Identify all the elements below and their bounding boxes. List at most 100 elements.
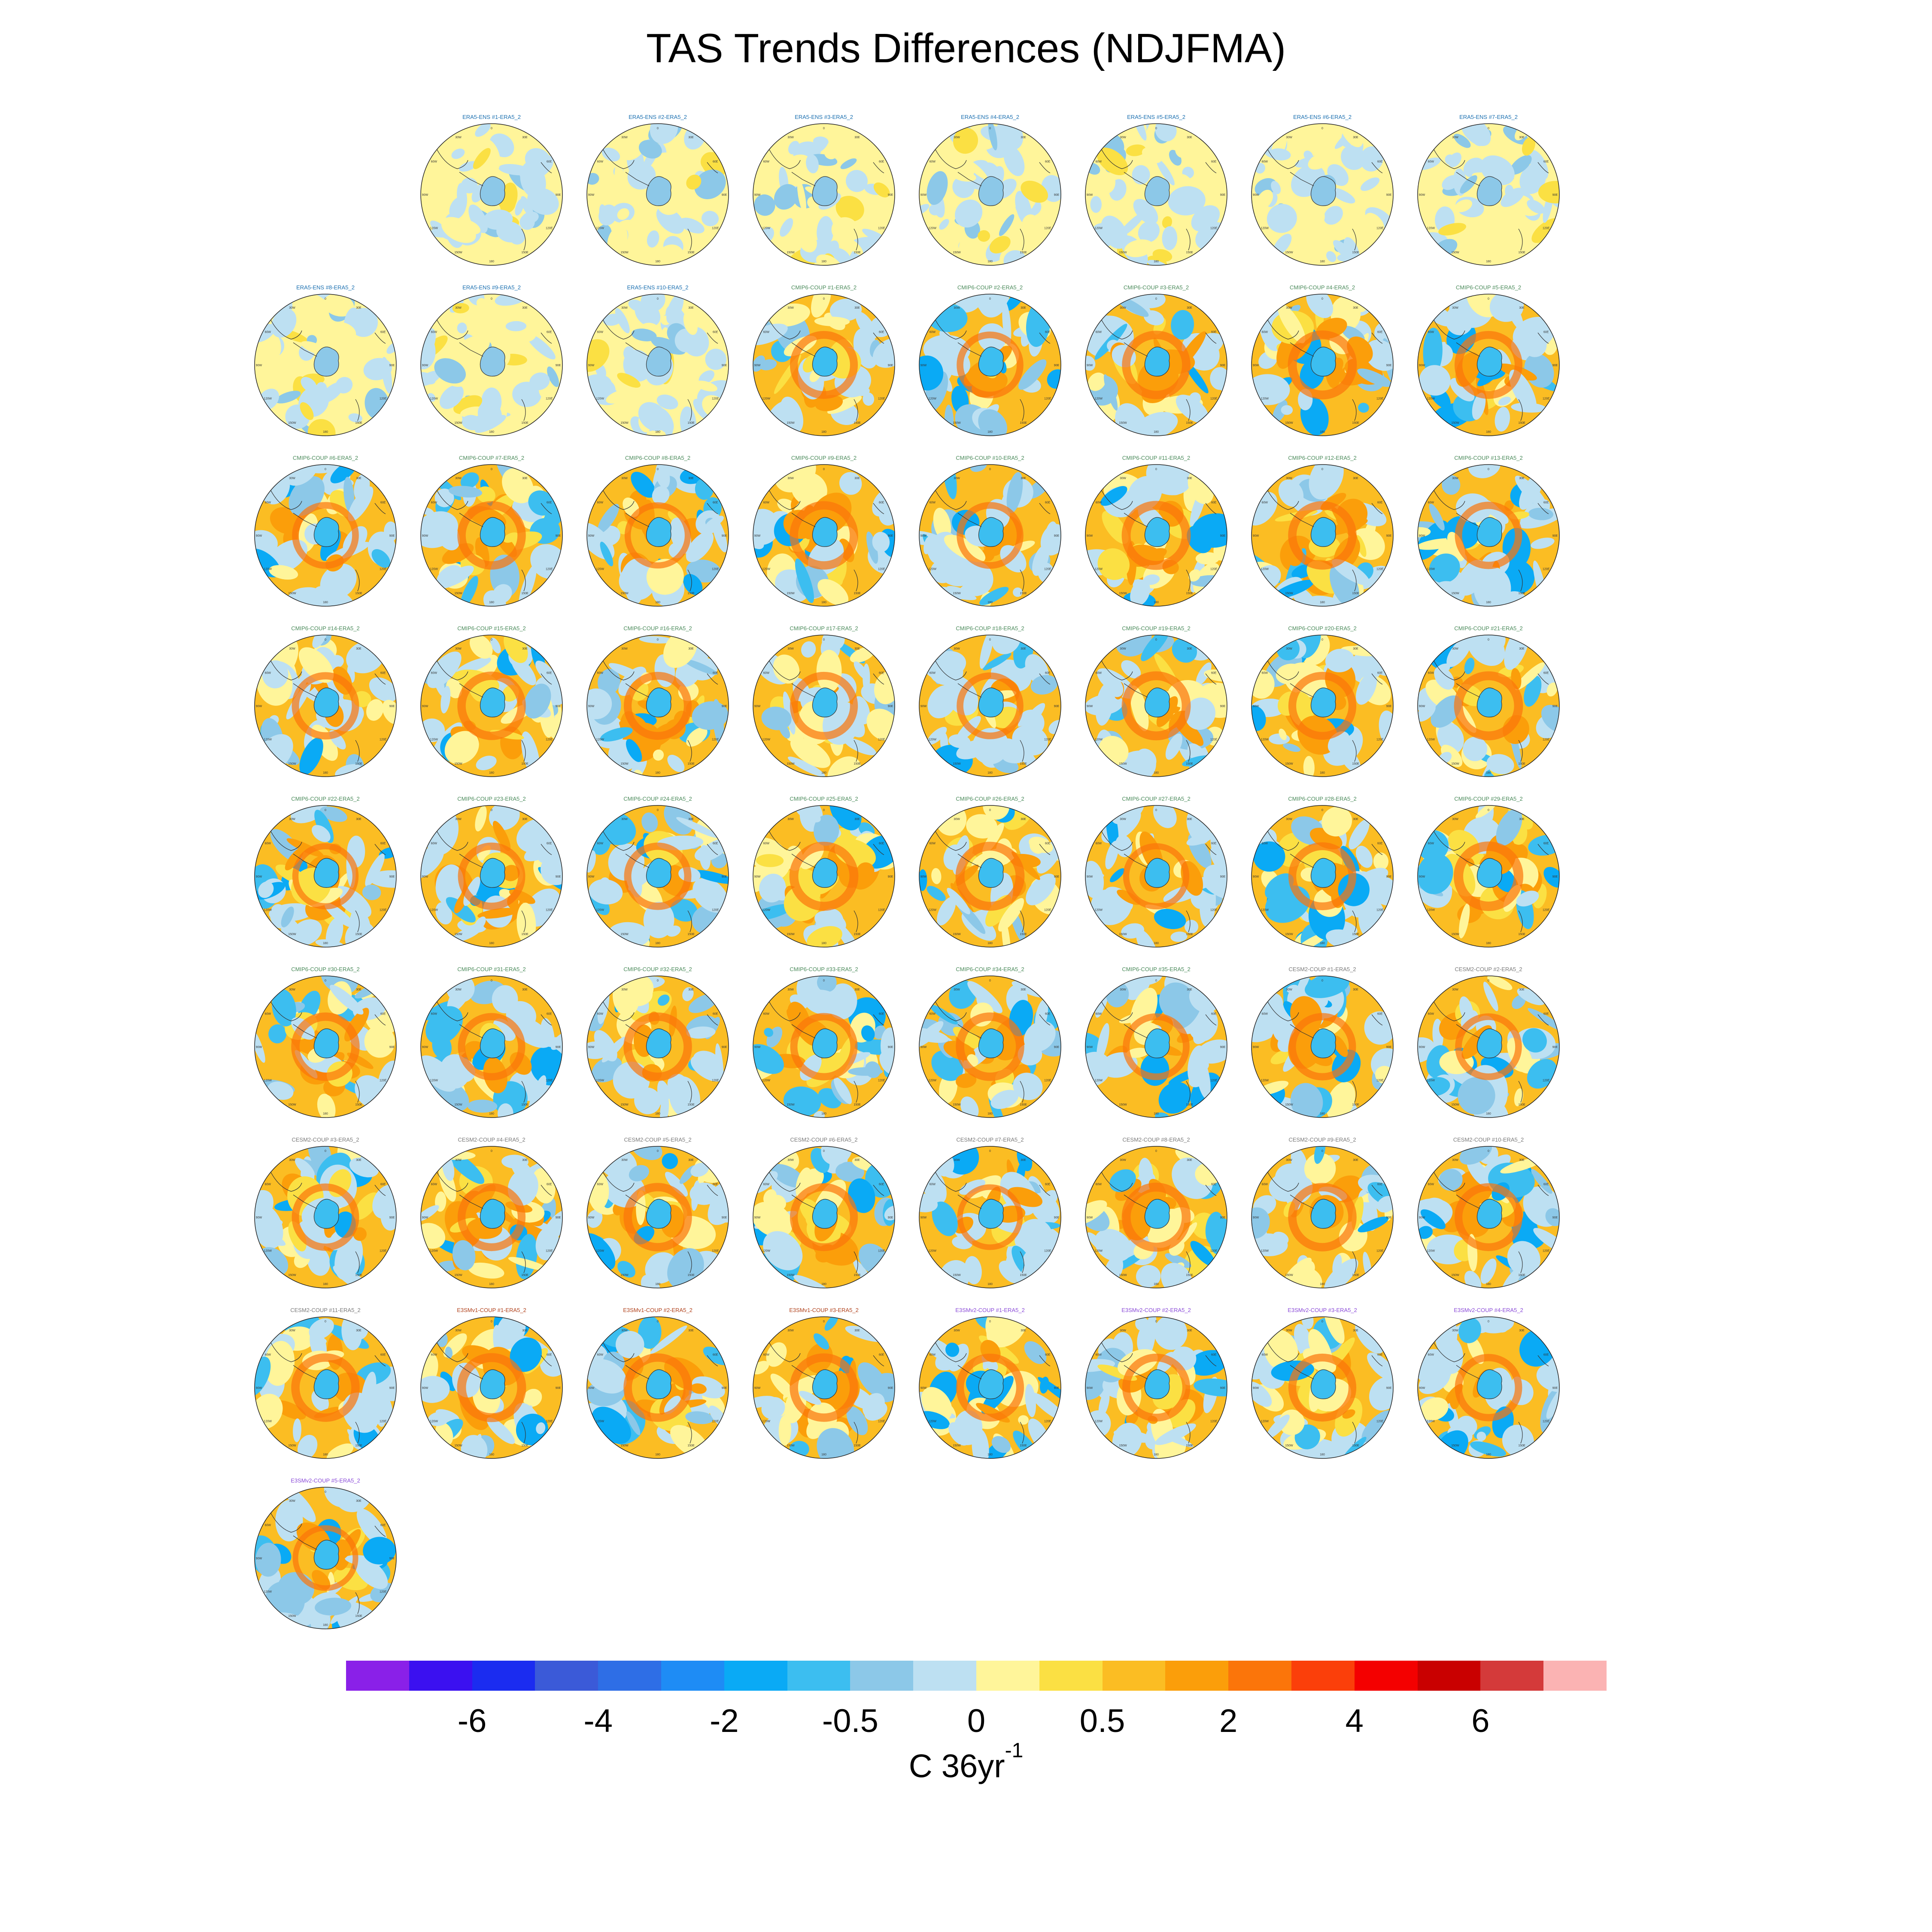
map-panel: CMIP6-COUP #20-ERA5_2 0 30E 60E 90E 120E 150E 1… [1249,625,1395,780]
longitude-label: 60E [713,1013,718,1016]
longitude-label: 90W [754,194,761,197]
longitude-label: 90W [588,1216,595,1219]
longitude-label: 180 [489,1283,494,1286]
longitude-label: 120W [264,1250,272,1253]
longitude-label: 90E [1386,364,1392,367]
longitude-label: 0 [1488,298,1489,301]
longitude-label: 120E [546,1250,553,1253]
polar-map: 0 30E 60E 90E 120E 150E 180 150W 120W 90W 60W 30W [586,294,729,436]
longitude-label: 120E [1543,1079,1550,1082]
longitude-label: 90E [1054,535,1060,538]
polar-map: 0 30E 60E 90E 120E 150E 180 150W 120W 90W 60W 30W [919,1146,1061,1288]
longitude-label: 0 [657,1150,659,1153]
longitude-label: 90W [256,1216,262,1219]
longitude-label: 60W [1428,161,1434,164]
longitude-label: 60E [1045,331,1051,334]
map-panel: CMIP6-COUP #33-ERA5_2 0 30E 60E 90E 120E 150E 1… [751,966,897,1121]
longitude-label: 90E [1220,364,1226,367]
map-panel: E3SMv1-COUP #1-ERA5_2 0 30E 60E 90E 120E 150E 1… [419,1307,565,1461]
colorbar-cell [346,1661,410,1691]
longitude-label: 30W [621,1159,628,1162]
longitude-label: 120W [929,227,937,230]
longitude-label: 150E [355,1615,362,1618]
longitude-label: 90W [1253,1046,1259,1049]
map-panel: E3SMv2-COUP #1-ERA5_2 0 30E 60E 90E 120E 150E 1… [917,1307,1063,1461]
longitude-label: 120W [596,1420,605,1423]
longitude-label: 60W [265,842,271,845]
longitude-label: 60W [1096,501,1102,504]
longitude-label: 0 [989,979,991,982]
longitude-label: 90E [1552,1046,1558,1049]
longitude-label: 120W [430,1250,438,1253]
longitude-label: 30W [289,1329,295,1332]
longitude-label: 90E [888,364,893,367]
longitude-label: 120E [878,568,885,571]
longitude-label: 0 [1321,979,1323,982]
colorbar-tick-label: 2 [1219,1703,1238,1739]
longitude-label: 0 [657,979,659,982]
longitude-label: 180 [323,601,328,604]
longitude-label: 150E [1186,592,1193,595]
longitude-label: 150E [355,1444,362,1447]
longitude-label: 150W [454,251,462,254]
longitude-label: 60W [431,672,437,675]
longitude-label: 30E [522,477,528,480]
longitude-label: 120W [762,909,771,912]
panel-title: CMIP6-COUP #34-ERA5_2 [956,966,1024,972]
colorbar-tick-label: 0 [967,1703,986,1739]
longitude-label: 150W [288,933,296,936]
longitude-label: 90W [422,705,428,708]
longitude-label: 90E [1552,535,1558,538]
panel-title: CMIP6-COUP #3-ERA5_2 [1123,284,1189,291]
longitude-label: 180 [489,601,494,604]
panel-title: E3SMv2-COUP #1-ERA5_2 [955,1307,1025,1313]
longitude-label: 60W [763,161,770,164]
longitude-label: 120E [1376,909,1384,912]
longitude-label: 90W [920,1387,927,1390]
longitude-label: 150W [288,1274,296,1277]
longitude-label: 30W [289,647,295,650]
panel-title: ERA5-ENS #6-ERA5_2 [1293,114,1352,120]
longitude-label: 180 [655,1453,660,1456]
longitude-label: 0 [657,809,659,812]
longitude-label: 120W [1261,738,1269,741]
longitude-label: 30W [289,818,295,821]
map-panel: ERA5-ENS #5-ERA5_2 0 30E 60E 90E 120E 150E 180 1… [1083,114,1229,268]
longitude-label: 30W [954,477,960,480]
longitude-label: 30E [854,647,860,650]
longitude-label: 180 [1154,260,1159,263]
map-panel: ERA5-ENS #8-ERA5_2 0 30E 60E 90E 120E 150E 180 1… [252,284,398,439]
longitude-label: 120E [1543,398,1550,401]
longitude-label: 90W [920,705,927,708]
longitude-label: 30E [356,647,361,650]
longitude-label: 90E [389,535,395,538]
longitude-label: 150W [1285,251,1293,254]
longitude-label: 30W [289,1159,295,1162]
longitude-label: 30W [787,647,794,650]
longitude-label: 120E [878,227,885,230]
longitude-label: 120E [380,1420,387,1423]
units-base: C 36yr [908,1748,1005,1785]
longitude-label: 60E [1543,1013,1549,1016]
longitude-label: 150E [521,251,529,254]
longitude-label: 0 [1321,468,1323,471]
panel-title: CMIP6-COUP #17-ERA5_2 [790,625,858,632]
polar-map: 0 30E 60E 90E 120E 150E 180 150W 120W 90W 60W 30W [1085,975,1227,1118]
longitude-label: 150W [1285,1103,1293,1106]
longitude-label: 60W [930,331,936,334]
longitude-label: 60W [930,501,936,504]
longitude-label: 0 [1488,1150,1489,1153]
panel-title: CMIP6-COUP #14-ERA5_2 [291,625,360,632]
longitude-label: 90W [588,194,595,197]
longitude-label: 60W [763,501,770,504]
polar-map: 0 30E 60E 90E 120E 150E 180 150W 120W 90W 60W 30W [254,1487,397,1629]
longitude-label: 30W [787,307,794,310]
panel-title: ERA5-ENS #8-ERA5_2 [296,284,355,291]
longitude-label: 150W [953,1274,961,1277]
longitude-label: 60W [1262,331,1268,334]
longitude-label: 90E [722,705,727,708]
longitude-label: 150E [1352,422,1359,425]
longitude-label: 0 [989,1320,991,1323]
longitude-label: 30W [1452,1329,1458,1332]
longitude-label: 120W [264,1420,272,1423]
